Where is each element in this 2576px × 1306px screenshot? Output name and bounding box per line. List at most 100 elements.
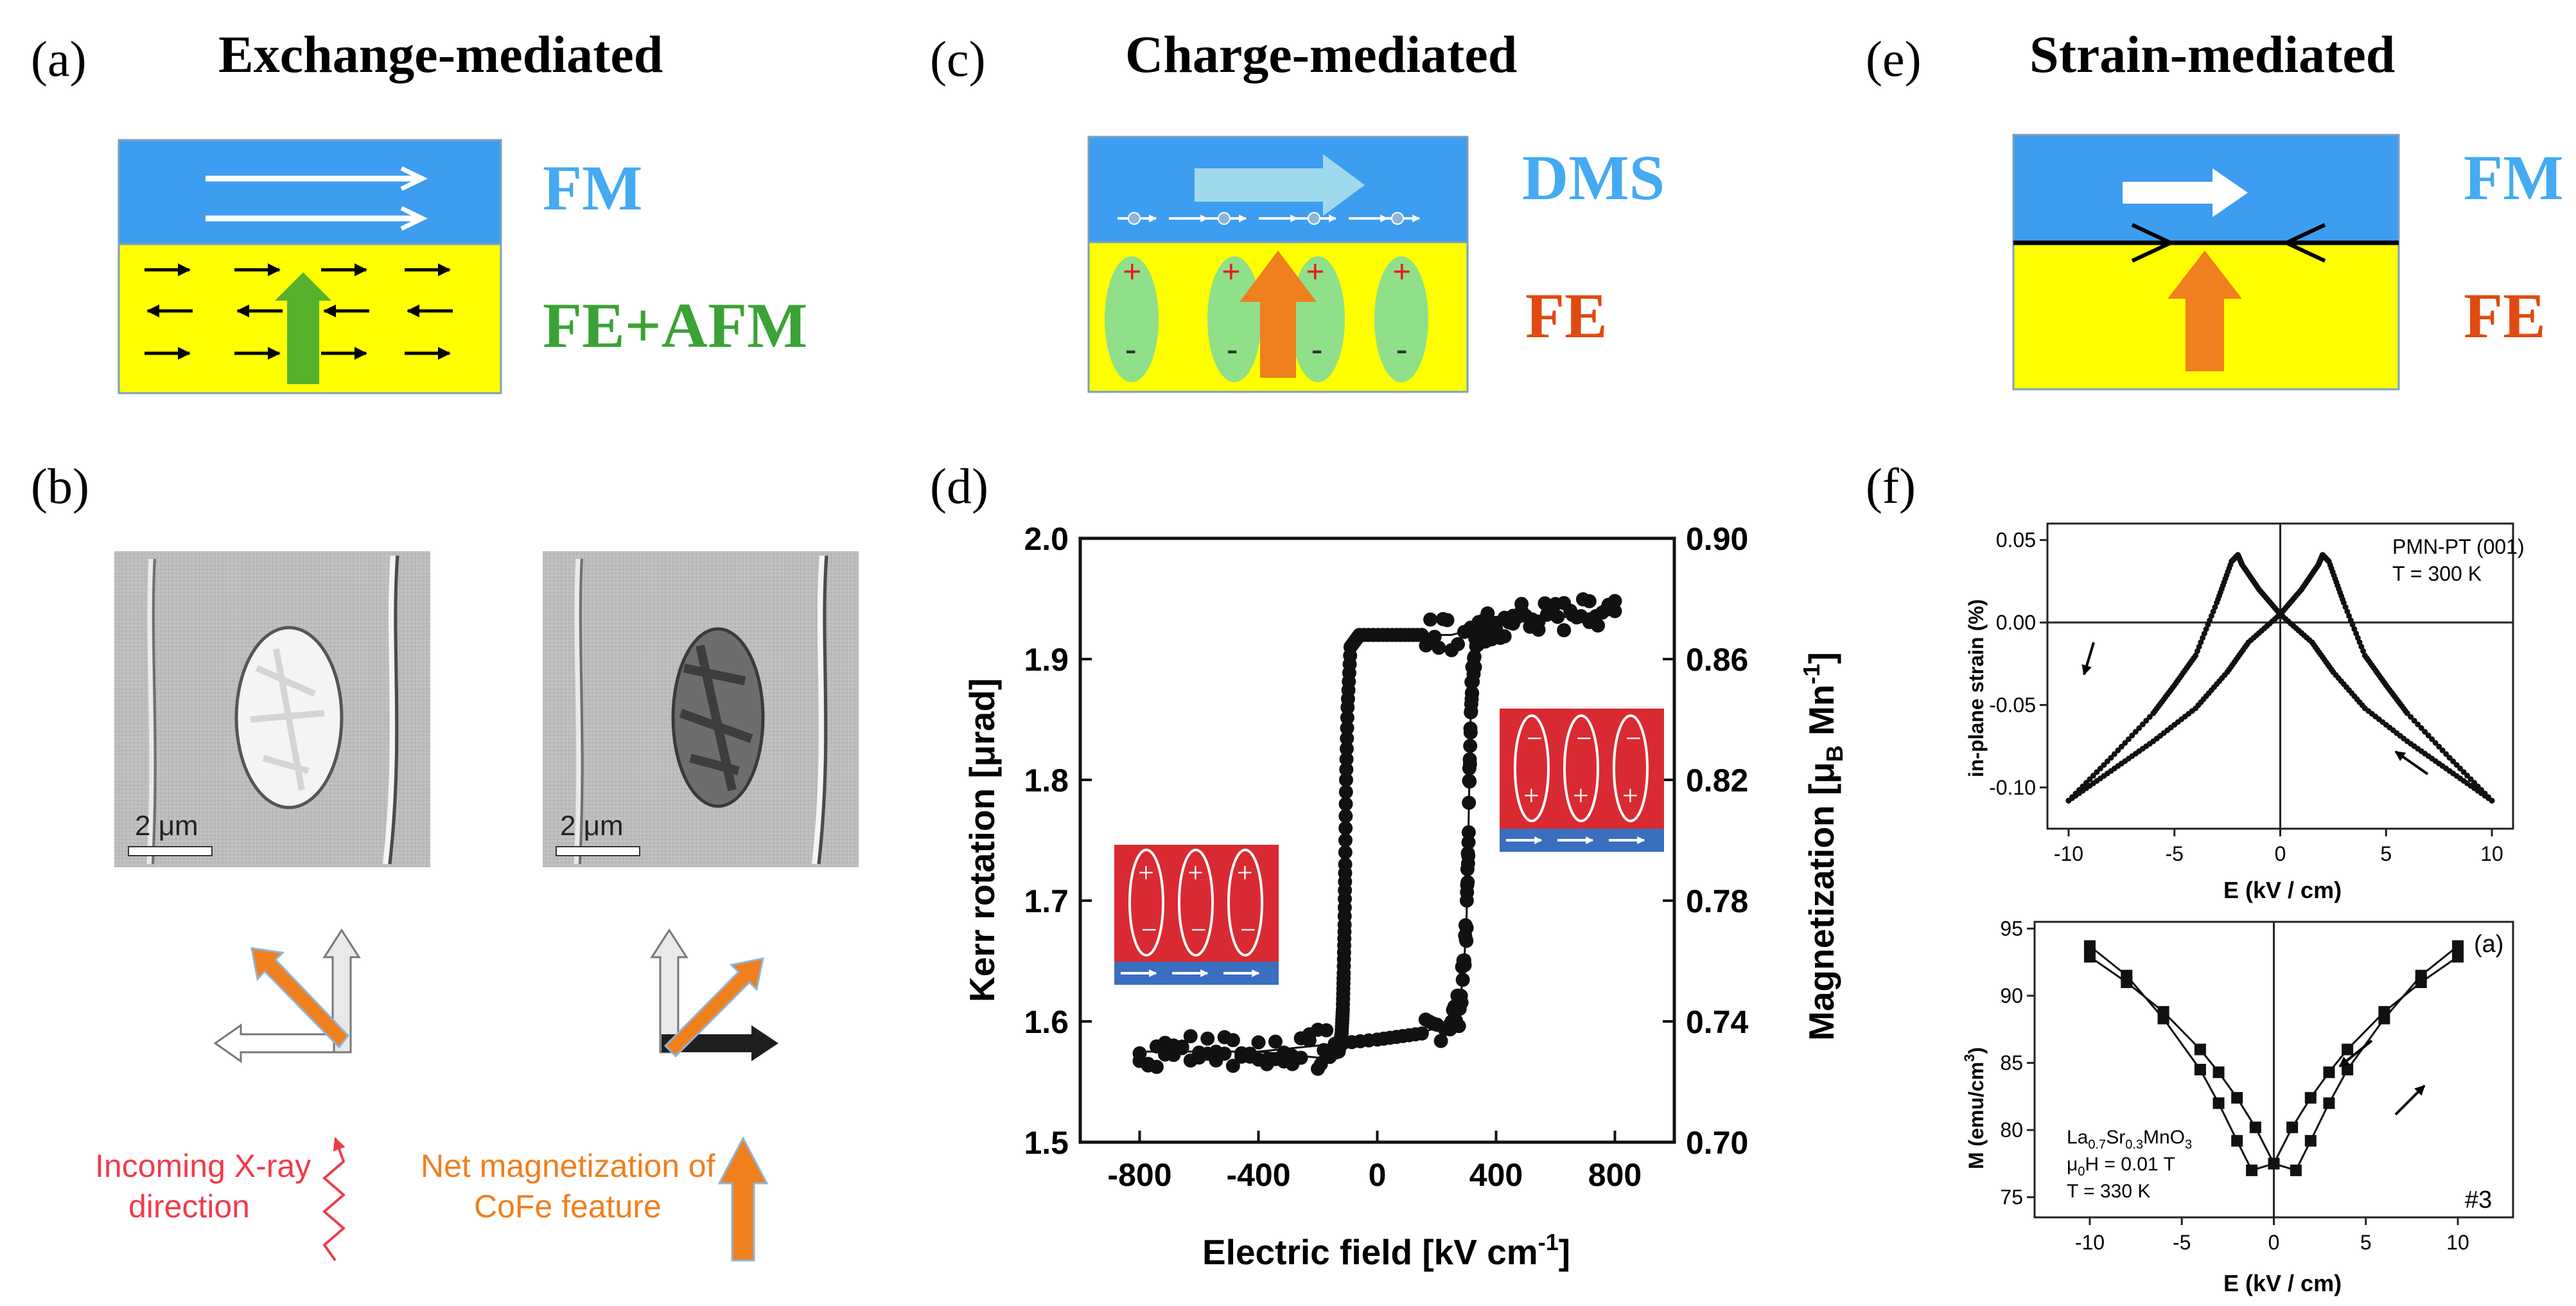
x-tick-label: -5 bbox=[2166, 842, 2184, 865]
data-point bbox=[2342, 1043, 2354, 1055]
fm-layer bbox=[118, 139, 502, 245]
panel-f-label: (f) bbox=[1866, 458, 1916, 514]
panel-c: (c) Charge-mediated + - + - + bbox=[930, 25, 1665, 393]
panel-c-label: (c) bbox=[930, 31, 986, 87]
data-point bbox=[2246, 1164, 2258, 1176]
y-tick-label: 2.0 bbox=[1024, 521, 1069, 557]
data-point bbox=[2083, 940, 2096, 952]
data-point bbox=[2425, 732, 2431, 739]
data-point bbox=[2323, 1097, 2335, 1109]
dipole-ellipses bbox=[1105, 256, 1428, 382]
x-tick-label: 5 bbox=[2380, 842, 2392, 865]
data-point bbox=[1468, 660, 1482, 675]
series-line bbox=[1139, 610, 1615, 1059]
data-point bbox=[2194, 648, 2200, 655]
chart-d-y2label: Magnetization [μB Mn-1] bbox=[1798, 652, 1848, 1041]
data-point bbox=[1251, 1035, 1266, 1050]
svg-text:+: + bbox=[1222, 254, 1241, 290]
data-point bbox=[2205, 621, 2211, 628]
data-point bbox=[2203, 626, 2209, 632]
data-point bbox=[2340, 599, 2347, 606]
chart-d-x-axis: -800 -400 0 400 800 bbox=[1107, 1131, 1642, 1193]
panel-a-label: (a) bbox=[31, 31, 87, 87]
data-point bbox=[2450, 758, 2457, 764]
data-point bbox=[1317, 1043, 1331, 1057]
data-point bbox=[2378, 1012, 2390, 1025]
legend-magnetization-line2: CoFe feature bbox=[474, 1188, 662, 1224]
chart-d-lines bbox=[1139, 610, 1615, 1059]
data-point bbox=[2347, 617, 2354, 624]
data-point bbox=[2411, 718, 2417, 724]
y-tick-label: 90 bbox=[2000, 984, 2023, 1007]
data-point bbox=[1459, 933, 1474, 948]
chart-f-top-xlabel: E (kV / cm) bbox=[2223, 877, 2342, 903]
data-point bbox=[2354, 635, 2361, 641]
chart-f-top-points bbox=[2065, 552, 2495, 804]
data-point bbox=[2482, 790, 2488, 797]
x-tick-label: 400 bbox=[1469, 1157, 1523, 1193]
data-point bbox=[2475, 783, 2481, 790]
data-point bbox=[2356, 639, 2363, 646]
x-tick-label: -800 bbox=[1107, 1157, 1171, 1193]
legend-xray-line2: direction bbox=[128, 1188, 250, 1224]
data-point bbox=[1444, 643, 1459, 658]
panel-b-label: (b) bbox=[31, 458, 89, 514]
data-point bbox=[2489, 797, 2495, 804]
data-point bbox=[2422, 728, 2428, 735]
scale-bar-label-left: 2 μm bbox=[135, 810, 198, 842]
data-point bbox=[2323, 1066, 2335, 1079]
data-point bbox=[2129, 732, 2135, 739]
chart-d-ylabel: Kerr rotation [μrad] bbox=[962, 678, 1002, 1002]
scale-bar-label-right: 2 μm bbox=[560, 810, 624, 842]
legend-magnetization-line1: Net magnetization of bbox=[421, 1148, 715, 1184]
legend-xray-line1: Incoming X-ray bbox=[95, 1148, 311, 1184]
data-point bbox=[2118, 743, 2125, 750]
data-point bbox=[2139, 721, 2146, 728]
data-point bbox=[2415, 969, 2427, 982]
svg-text:-: - bbox=[1311, 331, 1322, 367]
data-point bbox=[2201, 630, 2207, 637]
data-point bbox=[2452, 940, 2464, 952]
data-point bbox=[2439, 747, 2446, 754]
panel-e-label: (e) bbox=[1866, 31, 1922, 87]
chart-f-bottom-xlabel: E (kV / cm) bbox=[2223, 1270, 2342, 1296]
x-tick-label: -5 bbox=[2173, 1231, 2191, 1254]
x-tick-label: 0 bbox=[2275, 842, 2286, 865]
data-point bbox=[2090, 772, 2096, 779]
data-point bbox=[2353, 630, 2360, 637]
y2-tick-label: 0.74 bbox=[1686, 1004, 1749, 1040]
data-point bbox=[2360, 648, 2367, 655]
data-point bbox=[2290, 1164, 2302, 1176]
panel-e-bottom-label: FE bbox=[2464, 280, 2546, 351]
y2-tick-label: 0.82 bbox=[1686, 763, 1748, 799]
data-point bbox=[2268, 1158, 2280, 1170]
data-point bbox=[2342, 1064, 2354, 1075]
svg-text:−: − bbox=[1141, 914, 1157, 946]
data-point bbox=[2429, 736, 2435, 743]
chart-f-top-ylabel: in-plane strain (%) bbox=[1965, 599, 1988, 777]
data-point bbox=[2207, 617, 2213, 624]
data-point bbox=[2443, 751, 2449, 757]
data-point bbox=[2460, 769, 2467, 775]
vector-arrows-left bbox=[213, 928, 361, 1063]
xmcd-image-right: 2 μm bbox=[543, 551, 859, 867]
svg-text:−: − bbox=[1191, 914, 1207, 946]
x-tick-label: 0 bbox=[2268, 1231, 2280, 1254]
data-point bbox=[1582, 594, 1597, 608]
data-point bbox=[2467, 776, 2474, 782]
data-point bbox=[2249, 1121, 2261, 1133]
chart-f-bottom-axes: -10 -5 0 5 10 75 80 85 90 95 bbox=[2000, 917, 2469, 1254]
data-point bbox=[1557, 623, 1572, 638]
data-point bbox=[2143, 718, 2150, 724]
data-point bbox=[2210, 608, 2216, 615]
x-tick-label: -10 bbox=[2054, 842, 2083, 865]
svg-text:-: - bbox=[1227, 331, 1238, 367]
panel-d: (d) -800 -400 0 400 800 1.5 1.6 1.7 1.8 1.9 2.0 0… bbox=[930, 458, 1848, 1272]
data-point bbox=[1423, 612, 1438, 627]
data-point bbox=[1149, 1059, 1164, 1074]
data-point bbox=[2304, 1134, 2317, 1147]
data-point bbox=[2342, 604, 2349, 610]
strain-arrow-right-icon bbox=[2285, 223, 2326, 263]
inset-down-polarization: +− +− +− bbox=[1114, 845, 1279, 985]
